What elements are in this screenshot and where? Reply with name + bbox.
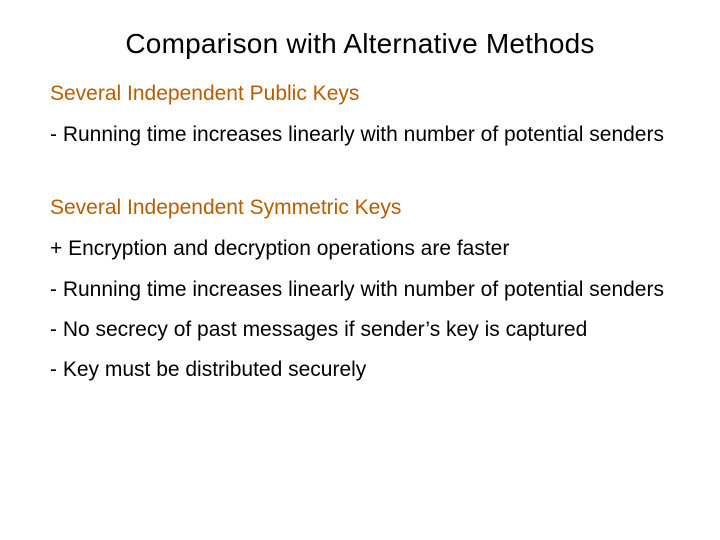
bullet-text: + Encryption and decryption operations a… [50, 236, 670, 262]
bullet-text: - No secrecy of past messages if sender’… [50, 317, 670, 343]
bullet-text: - Running time increases linearly with n… [50, 122, 670, 148]
spacer [50, 162, 670, 196]
bullet-text: - Key must be distributed securely [50, 357, 670, 383]
section-heading-public-keys: Several Independent Public Keys [50, 82, 670, 106]
section-heading-symmetric-keys: Several Independent Symmetric Keys [50, 196, 670, 220]
bullet-text: - Running time increases linearly with n… [50, 277, 670, 303]
slide-title: Comparison with Alternative Methods [50, 28, 670, 60]
slide-container: Comparison with Alternative Methods Seve… [0, 0, 720, 540]
